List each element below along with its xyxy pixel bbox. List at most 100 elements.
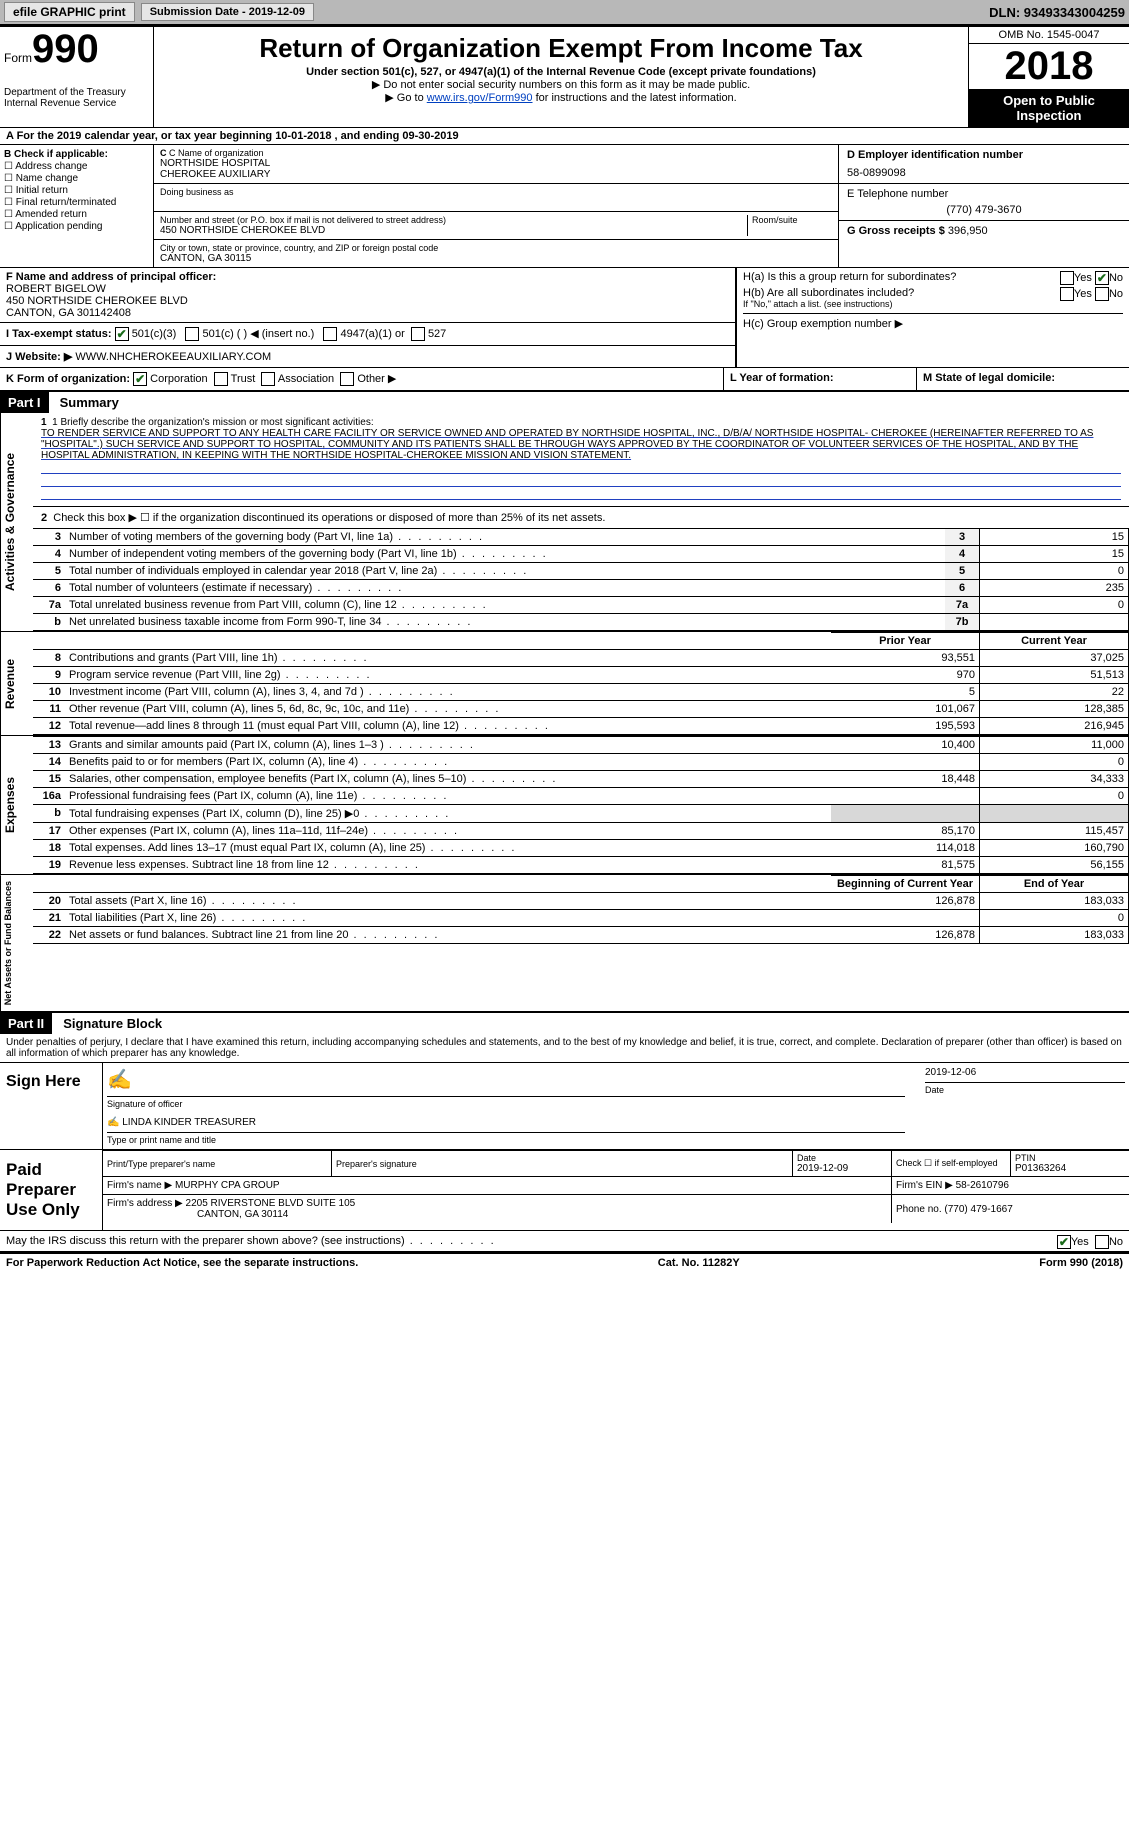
officer-printed-name: LINDA KINDER TREASURER (122, 1117, 256, 1128)
ha-no[interactable]: ✔ (1095, 271, 1109, 285)
top-bar: efile GRAPHIC print Submission Date - 20… (0, 0, 1129, 25)
room-label: Room/suite (752, 215, 832, 225)
prep-sig-label: Preparer's signature (336, 1159, 788, 1169)
hc-row: H(c) Group exemption number ▶ (743, 313, 1123, 330)
officer-name: ROBERT BIGELOW (6, 283, 729, 295)
mission-text: TO RENDER SERVICE AND SUPPORT TO ANY HEA… (41, 428, 1121, 461)
form-header: Form990 Department of the Treasury Inter… (0, 25, 1129, 128)
firm-name: MURPHY CPA GROUP (175, 1180, 280, 1191)
efile-button[interactable]: efile GRAPHIC print (4, 2, 135, 22)
hb-no[interactable] (1095, 287, 1109, 301)
sig-date-val: 2019-12-06 (925, 1067, 1125, 1078)
part1-header-row: Part I Summary (0, 392, 1129, 413)
sign-here-row: Sign Here ✍ Signature of officer ✍ LINDA… (0, 1063, 1129, 1150)
row-j: J Website: ▶ WWW.NHCHEROKEEAUXILIARY.COM (0, 346, 735, 367)
firm-addr-label: Firm's address ▶ (107, 1198, 183, 1209)
irs-url-link[interactable]: www.irs.gov/Form990 (427, 92, 533, 104)
hb-row: H(b) Are all subordinates included? Yes … (743, 287, 1123, 299)
revenue-table: Prior YearCurrent Year8Contributions and… (33, 632, 1129, 735)
sign-here-label: Sign Here (0, 1063, 103, 1149)
org-city: CANTON, GA 30115 (160, 253, 832, 264)
chk-app-pending[interactable]: ☐ Application pending (4, 221, 149, 232)
form-subtitle: Under section 501(c), 527, or 4947(a)(1)… (158, 66, 964, 78)
vtab-net-assets: Net Assets or Fund Balances (0, 875, 33, 1011)
tel-label: E Telephone number (847, 188, 1121, 200)
dln-label: DLN: 93493343004259 (989, 5, 1125, 20)
irs-discuss-yes[interactable]: ✔ (1057, 1235, 1071, 1249)
irs-discuss-no[interactable] (1095, 1235, 1109, 1249)
cat-number: Cat. No. 11282Y (658, 1257, 740, 1269)
chk-amended[interactable]: ☐ Amended return (4, 209, 149, 220)
officer-addr2: CANTON, GA 301142408 (6, 307, 729, 319)
firm-ein-label: Firm's EIN ▶ (896, 1180, 953, 1191)
officer-addr1: 450 NORTHSIDE CHEROKEE BLVD (6, 295, 729, 307)
irs-label: Internal Revenue Service (4, 98, 149, 109)
row-a-tax-year: A For the 2019 calendar year, or tax yea… (0, 128, 1129, 145)
tax-year: 2018 (969, 44, 1129, 89)
row-i: I Tax-exempt status: ✔ 501(c)(3) 501(c) … (0, 323, 735, 346)
row-klm: K Form of organization: ✔ Corporation Tr… (0, 368, 1129, 392)
chk-other[interactable] (340, 372, 354, 386)
ptin-value: P01363264 (1015, 1163, 1125, 1174)
chk-final-return[interactable]: ☐ Final return/terminated (4, 197, 149, 208)
part1-label: Part I (0, 392, 49, 413)
part1-title: Summary (52, 395, 119, 410)
firm-ein: 58-2610796 (956, 1180, 1009, 1191)
chk-4947[interactable] (323, 327, 337, 341)
part2-title: Signature Block (55, 1016, 162, 1031)
chk-501c[interactable] (185, 327, 199, 341)
part2-header-row: Part II Signature Block (0, 1013, 1129, 1034)
ha-yes[interactable] (1060, 271, 1074, 285)
paid-preparer-row: Paid Preparer Use Only Print/Type prepar… (0, 1150, 1129, 1231)
line2: 2 Check this box ▶ ☐ if the organization… (33, 507, 1129, 528)
prep-name-label: Print/Type preparer's name (107, 1159, 327, 1169)
net-assets-table: Beginning of Current YearEnd of Year20To… (33, 875, 1129, 944)
chk-trust[interactable] (214, 372, 228, 386)
line1-label: 1 1 Briefly describe the organization's … (41, 417, 1121, 428)
dept-label: Department of the Treasury (4, 87, 149, 98)
chk-assoc[interactable] (261, 372, 275, 386)
chk-527[interactable] (411, 327, 425, 341)
part2-label: Part II (0, 1013, 52, 1034)
city-label: City or town, state or province, country… (160, 243, 832, 253)
prep-date-val: 2019-12-09 (797, 1163, 887, 1174)
phone-value: (770) 479-1667 (944, 1204, 1012, 1215)
firm-addr1: 2205 RIVERSTONE BLVD SUITE 105 (186, 1198, 356, 1209)
chk-address-change[interactable]: ☐ Address change (4, 161, 149, 172)
state-domicile: M State of legal domicile: (917, 368, 1129, 390)
section-bcd: B Check if applicable: ☐ Address change … (0, 145, 1129, 268)
dba-label: Doing business as (160, 187, 832, 197)
prep-date-label: Date (797, 1153, 887, 1163)
ptin-label: PTIN (1015, 1153, 1125, 1163)
vtab-revenue: Revenue (0, 632, 33, 735)
org-name-label: C C Name of organization (160, 148, 832, 158)
note-ssn: ▶ Do not enter social security numbers o… (158, 78, 964, 91)
sig-officer-label: Signature of officer (107, 1099, 905, 1109)
governance-table: 3Number of voting members of the governi… (33, 528, 1129, 631)
paperwork-notice: For Paperwork Reduction Act Notice, see … (6, 1257, 358, 1269)
type-name-label: Type or print name and title (107, 1135, 905, 1145)
phone-label: Phone no. (896, 1204, 942, 1215)
tel-value: (770) 479-3670 (847, 204, 1121, 216)
page-footer: For Paperwork Reduction Act Notice, see … (0, 1253, 1129, 1272)
note-url: ▶ Go to www.irs.gov/Form990 for instruct… (158, 91, 964, 104)
vtab-governance: Activities & Governance (0, 413, 33, 631)
vtab-expenses: Expenses (0, 736, 33, 874)
gross-label: G Gross receipts $ (847, 225, 945, 237)
box-b-title: B Check if applicable: (4, 149, 149, 160)
hb-yes[interactable] (1060, 287, 1074, 301)
self-employed-check[interactable]: Check ☐ if self-employed (896, 1158, 1006, 1169)
form-title: Return of Organization Exempt From Incom… (158, 33, 964, 64)
ha-row: H(a) Is this a group return for subordin… (743, 271, 1123, 283)
year-formation: L Year of formation: (724, 368, 917, 390)
chk-name-change[interactable]: ☐ Name change (4, 173, 149, 184)
org-address: 450 NORTHSIDE CHEROKEE BLVD (160, 225, 747, 236)
chk-initial-return[interactable]: ☐ Initial return (4, 185, 149, 196)
chk-501c3[interactable]: ✔ (115, 327, 129, 341)
paid-preparer-label: Paid Preparer Use Only (0, 1150, 103, 1230)
chk-corp[interactable]: ✔ (133, 372, 147, 386)
org-name-1: NORTHSIDE HOSPITAL (160, 158, 832, 169)
submission-date: Submission Date - 2019-12-09 (141, 3, 314, 21)
firm-addr2: CANTON, GA 30114 (107, 1209, 887, 1220)
org-name-2: CHEROKEE AUXILIARY (160, 169, 832, 180)
